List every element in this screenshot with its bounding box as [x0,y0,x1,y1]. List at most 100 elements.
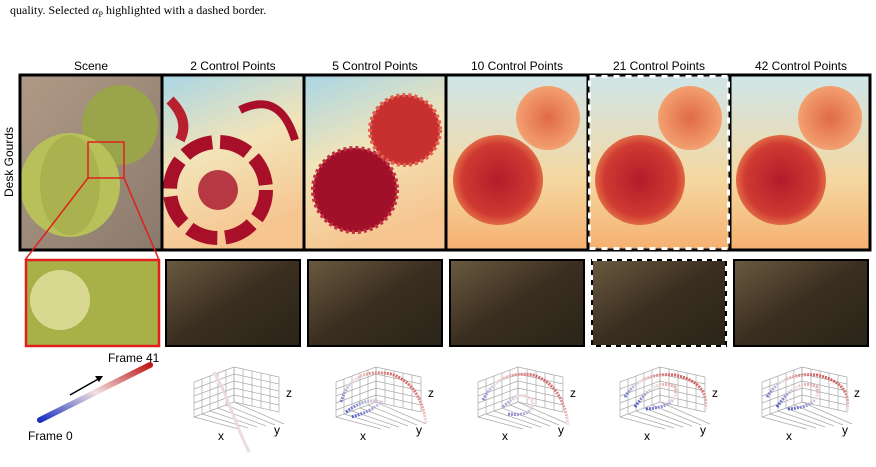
grid-line [761,416,808,430]
grid-line [659,387,706,399]
caption-text: quality. Selected [10,3,92,17]
axis-label: z [570,386,576,400]
grid-line [217,407,267,427]
grid-line [233,380,280,392]
grid-line [785,407,835,427]
grid-line [801,394,848,406]
plot-grid [193,366,285,430]
crop-row [24,258,869,348]
axis-label: z [712,386,718,400]
column-headers: Scene 2 Control Points 5 Control Points 10 … [74,59,847,73]
axis-label: x [644,429,650,443]
grid-line [359,407,409,427]
grid-line [477,373,519,390]
axis-label: z [854,386,860,400]
grid-line [761,387,803,404]
grid-line [477,387,519,404]
trajectory-plot: x y z [761,366,860,443]
depth-42 [730,75,870,250]
grid-line [477,366,519,383]
trajectory-plots: x y z x y z x y z x y z x y z [193,366,860,453]
legend-start: Frame 0 [28,429,73,443]
grid-line [659,394,706,406]
grid-line [793,404,844,426]
plot-grid [761,366,853,430]
grid-line [233,401,285,425]
grid-line [801,387,848,399]
axis-label: y [558,423,564,437]
grid-line [233,401,280,413]
trajectory [339,371,428,425]
zoom-line [24,177,89,261]
trajectory [481,372,570,426]
grid-line [335,380,377,397]
grid-line [517,387,564,399]
column-header: 2 Control Points [190,59,275,73]
caption-subscript: P [99,10,104,19]
grid-line [193,401,235,418]
grid-line [517,394,564,406]
axis-label: y [842,423,848,437]
plot-grid [477,366,569,430]
caption: quality. Selected αP highlighted with a … [10,3,266,19]
trajectory-plot: x y z [477,366,576,443]
grid-line [233,394,280,406]
grid-line [801,373,848,385]
grid-line [761,366,803,383]
depth-21 [588,75,730,250]
caption-text: highlighted with a dashed border. [103,3,266,17]
top-frame [18,73,872,252]
grid-line [375,387,422,399]
plot-grid [335,366,427,430]
trajectory [212,371,251,453]
grid-line [335,394,377,411]
grid-line [619,387,661,404]
axis-label: x [786,429,792,443]
grid-line [335,373,377,390]
caption-symbol: α [92,3,99,17]
grid-line [801,401,853,425]
grid-line [375,401,427,425]
grid-line [375,366,422,378]
grid-line [375,401,422,413]
column-header: 10 Control Points [471,59,563,73]
grid-line [659,366,706,378]
grid-line [335,366,377,383]
grid-line [193,387,235,404]
row-label: Desk Gourds [2,127,16,197]
trajectory-plot: x y z [193,366,292,453]
grid-line [659,380,706,392]
zoom-line [123,177,160,261]
grid-line [201,413,249,429]
axis-label: z [286,386,292,400]
axis-label: x [360,429,366,443]
legend: Frame 41 Frame 0 [28,351,160,443]
grid-line [777,410,826,428]
axis-label: x [502,429,508,443]
plot-grid [619,366,711,430]
column-header: Scene [74,59,108,73]
grid-line [501,407,551,427]
trajectory-plot: x y z [335,366,434,443]
depth-2 [162,75,304,250]
grid-line [619,401,661,418]
grid-line [619,416,666,430]
grid-line [517,366,564,378]
trajectory [765,373,850,411]
grid-line [477,401,519,418]
grid-line [643,407,693,427]
grid-line [477,416,524,430]
grid-line [233,373,280,385]
depth-5 [304,75,446,250]
grid-line [659,401,711,425]
grid-line [801,366,848,378]
grid-line [193,380,235,397]
grid-line [801,380,848,392]
trajectory-plot: x y z [619,366,718,443]
grid-line [233,387,280,399]
axis-label: y [416,423,422,437]
grid-line [367,404,418,426]
grid-line [335,401,377,418]
grid-line [375,373,422,385]
